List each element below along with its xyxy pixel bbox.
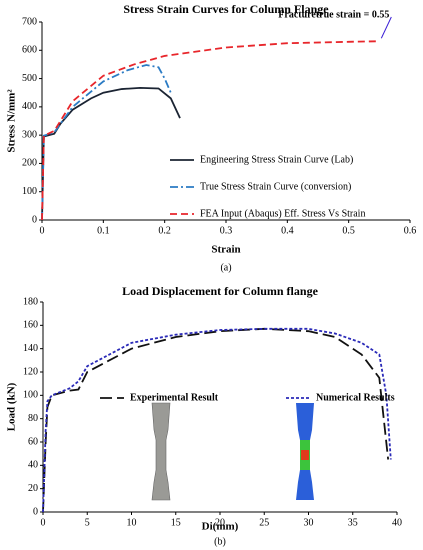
y-tick-label: 40 (28, 460, 38, 471)
x-tick-label: 0.3 (220, 225, 233, 236)
series-line (42, 327, 392, 513)
x-tick-label: 0 (41, 517, 46, 528)
y-tick-label: 200 (22, 158, 37, 169)
specimens (151, 402, 314, 501)
y-tick-label: 100 (23, 390, 38, 401)
y-tick-label: 140 (23, 343, 38, 354)
x-axis-label: Di(mm) (202, 521, 239, 533)
x-tick-label: 0.1 (97, 225, 110, 236)
fea-specimen-hot (301, 450, 309, 460)
y-tick-label: 600 (22, 45, 37, 56)
x-tick-label: 0.4 (281, 225, 294, 236)
x-tick-label: 5 (85, 517, 90, 528)
caption: (b) (214, 536, 226, 547)
y-tick-label: 700 (22, 16, 37, 27)
y-tick-label: 0 (33, 506, 38, 517)
caption: (a) (220, 262, 231, 273)
y-tick-label: 80 (28, 413, 38, 424)
lab-specimen (151, 402, 171, 501)
series-line (41, 40, 380, 221)
x-axis-label: Strain (211, 244, 240, 256)
x-tick-label: 0.2 (158, 225, 171, 236)
y-axis-label: Stress N/mm² (6, 89, 18, 153)
x-tick-label: 30 (304, 517, 314, 528)
annotation: Fracturetrue strain = 0.55 (278, 9, 389, 20)
x-tick-label: 0 (40, 225, 45, 236)
legend-label: True Stress Strain Curve (conversion) (200, 181, 351, 192)
x-tick-label: 40 (392, 517, 402, 528)
y-tick-label: 300 (22, 129, 37, 140)
x-tick-label: 10 (127, 517, 137, 528)
y-tick-label: 120 (23, 366, 38, 377)
x-tick-label: 0.5 (342, 225, 355, 236)
x-tick-label: 35 (348, 517, 358, 528)
y-tick-label: 20 (28, 483, 38, 494)
y-tick-label: 60 (28, 436, 38, 447)
y-tick-label: 160 (23, 320, 38, 331)
y-tick-label: 400 (22, 101, 37, 112)
x-tick-label: 20 (215, 517, 225, 528)
x-tick-label: 25 (259, 517, 269, 528)
legend-label: Experimental Result (130, 392, 219, 403)
series-line (41, 64, 172, 221)
legend-label: FEA Input (Abaqus) Eff. Stress Vs Strain (200, 208, 365, 219)
chart-title: Load Displacement for Column flange (122, 284, 318, 298)
legend-label: Numerical Results (316, 392, 395, 403)
x-tick-label: 15 (171, 517, 181, 528)
y-tick-label: 100 (22, 186, 37, 197)
legend-label: Engineering Stress Strain Curve (Lab) (200, 154, 353, 165)
series-line (42, 327, 390, 513)
annotation-arrow (380, 16, 392, 39)
x-tick-label: 0.6 (404, 225, 417, 236)
chart-title: Stress Strain Curves for Column Flange (123, 2, 329, 16)
y-tick-label: 500 (22, 73, 37, 84)
y-tick-label: 0 (32, 214, 37, 225)
y-tick-label: 180 (23, 296, 38, 307)
series-line (41, 87, 181, 221)
y-axis-label: Load (kN) (6, 382, 18, 431)
